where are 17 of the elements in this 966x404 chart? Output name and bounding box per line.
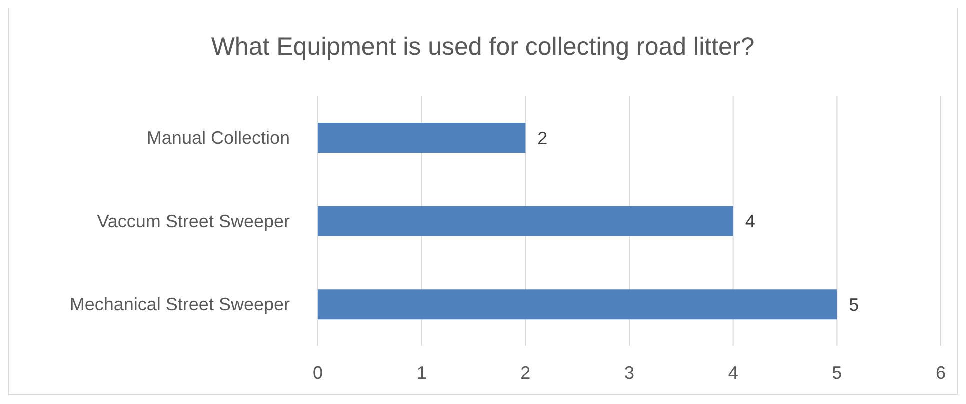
x-tick-label: 4 xyxy=(728,362,738,383)
x-tick-label: 3 xyxy=(624,362,635,383)
y-tick-label: Vaccum Street Sweeper xyxy=(97,211,290,232)
x-tick-label: 5 xyxy=(832,362,842,383)
bar xyxy=(318,290,838,320)
data-label: 4 xyxy=(745,212,756,232)
x-tick-label: 0 xyxy=(312,362,324,383)
x-tick-label: 6 xyxy=(936,362,946,383)
bar xyxy=(318,206,734,236)
x-tick-label: 1 xyxy=(416,362,427,383)
y-tick-label: Mechanical Street Sweeper xyxy=(70,294,290,315)
data-label: 2 xyxy=(538,128,548,148)
y-tick-label: Manual Collection xyxy=(146,128,290,148)
bar xyxy=(318,123,526,153)
data-label: 5 xyxy=(849,295,860,316)
x-tick-label: 2 xyxy=(520,362,531,383)
chart-title: What Equipment is used for collecting road litter? xyxy=(210,32,756,62)
